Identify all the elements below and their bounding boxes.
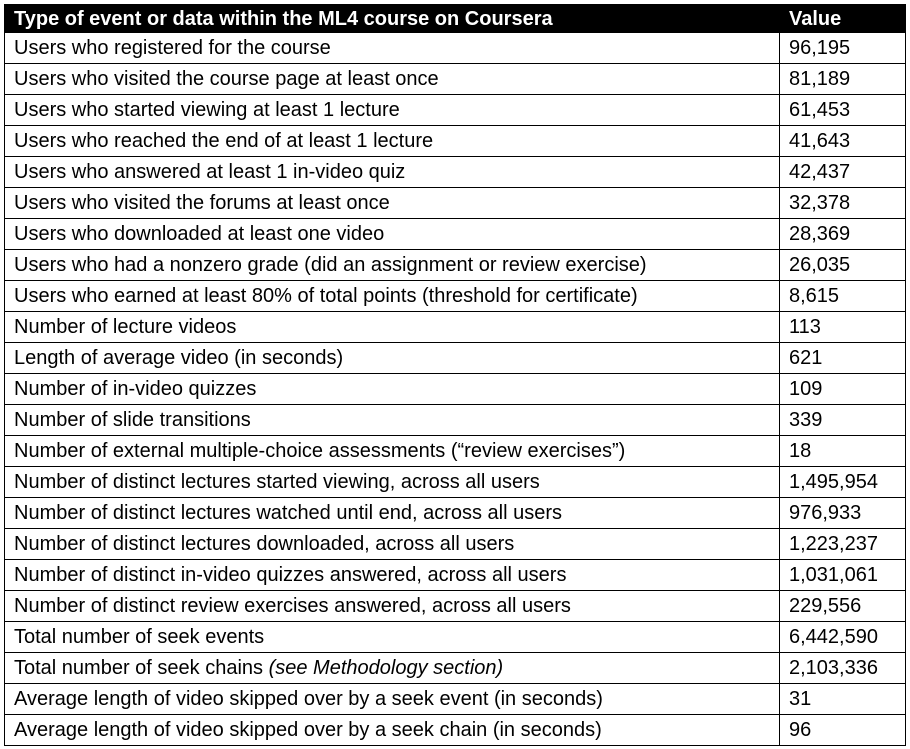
table-row: Number of distinct lectures watched unti… [4, 497, 906, 529]
row-value: 42,437 [779, 156, 906, 188]
row-label: Users who reached the end of at least 1 … [4, 125, 780, 157]
row-value: 1,223,237 [779, 528, 906, 560]
table-row: Number of in-video quizzes 109 [4, 373, 906, 405]
table-row: Users who earned at least 80% of total p… [4, 280, 906, 312]
row-label: Users who started viewing at least 1 lec… [4, 94, 780, 126]
table-row: Total number of seek events 6,442,590 [4, 621, 906, 653]
row-value: 61,453 [779, 94, 906, 126]
row-value: 113 [779, 311, 906, 343]
row-label: Number of distinct lectures downloaded, … [4, 528, 780, 560]
row-label-with-note: Total number of seek chains (see Methodo… [4, 652, 780, 684]
table-row: Number of distinct lectures started view… [4, 466, 906, 498]
row-value: 109 [779, 373, 906, 405]
row-value: 32,378 [779, 187, 906, 219]
table-row: Users who visited the forums at least on… [4, 187, 906, 219]
row-value: 96,195 [779, 32, 906, 64]
header-type: Type of event or data within the ML4 cou… [4, 4, 780, 33]
table-row: Users who started viewing at least 1 lec… [4, 94, 906, 126]
row-label: Average length of video skipped over by … [4, 714, 780, 746]
row-value: 28,369 [779, 218, 906, 250]
row-value: 26,035 [779, 249, 906, 281]
table-header-row: Type of event or data within the ML4 cou… [4, 4, 906, 33]
row-value: 339 [779, 404, 906, 436]
row-label: Number of distinct lectures started view… [4, 466, 780, 498]
table-row: Number of distinct in-video quizzes answ… [4, 559, 906, 591]
row-label: Number of distinct lectures watched unti… [4, 497, 780, 529]
table-row: Users who had a nonzero grade (did an as… [4, 249, 906, 281]
table-row: Average length of video skipped over by … [4, 714, 906, 746]
table-row: Average length of video skipped over by … [4, 683, 906, 715]
row-value: 1,031,061 [779, 559, 906, 591]
row-label: Users who downloaded at least one video [4, 218, 780, 250]
row-label: Users who visited the forums at least on… [4, 187, 780, 219]
table-row: Number of external multiple-choice asses… [4, 435, 906, 467]
row-value: 18 [779, 435, 906, 467]
row-label: Number of distinct review exercises answ… [4, 590, 780, 622]
row-value: 2,103,336 [779, 652, 906, 684]
row-value: 8,615 [779, 280, 906, 312]
row-value: 31 [779, 683, 906, 715]
row-value: 96 [779, 714, 906, 746]
table-row: Length of average video (in seconds) 621 [4, 342, 906, 374]
row-value: 41,643 [779, 125, 906, 157]
row-label: Average length of video skipped over by … [4, 683, 780, 715]
row-value: 621 [779, 342, 906, 374]
row-label: Number of distinct in-video quizzes answ… [4, 559, 780, 591]
row-label: Users who earned at least 80% of total p… [4, 280, 780, 312]
header-value: Value [779, 4, 906, 33]
row-value: 976,933 [779, 497, 906, 529]
table-row: Users who registered for the course 96,1… [4, 32, 906, 64]
row-label: Total number of seek chains [14, 657, 264, 679]
row-label: Number of lecture videos [4, 311, 780, 343]
data-table-container: Type of event or data within the ML4 cou… [4, 4, 906, 746]
table-row: Users who reached the end of at least 1 … [4, 125, 906, 157]
methodology-note: (see Methodology section) [268, 657, 504, 679]
table-row: Number of distinct review exercises answ… [4, 590, 906, 622]
row-label: Users who answered at least 1 in-video q… [4, 156, 780, 188]
row-label: Number of external multiple-choice asses… [4, 435, 780, 467]
table-row: Users who visited the course page at lea… [4, 63, 906, 95]
table-row: Number of distinct lectures downloaded, … [4, 528, 906, 560]
row-value: 1,495,954 [779, 466, 906, 498]
row-value: 81,189 [779, 63, 906, 95]
table-row: Users who answered at least 1 in-video q… [4, 156, 906, 188]
table-row: Total number of seek chains (see Methodo… [4, 652, 906, 684]
row-label: Users who visited the course page at lea… [4, 63, 780, 95]
row-value: 6,442,590 [779, 621, 906, 653]
row-value: 229,556 [779, 590, 906, 622]
row-label: Total number of seek events [4, 621, 780, 653]
row-label: Length of average video (in seconds) [4, 342, 780, 374]
row-label: Users who had a nonzero grade (did an as… [4, 249, 780, 281]
table-row: Number of lecture videos 113 [4, 311, 906, 343]
row-label: Users who registered for the course [4, 32, 780, 64]
table-row: Users who downloaded at least one video … [4, 218, 906, 250]
table-row: Number of slide transitions 339 [4, 404, 906, 436]
row-label: Number of in-video quizzes [4, 373, 780, 405]
row-label: Number of slide transitions [4, 404, 780, 436]
data-table: Type of event or data within the ML4 cou… [4, 4, 906, 746]
